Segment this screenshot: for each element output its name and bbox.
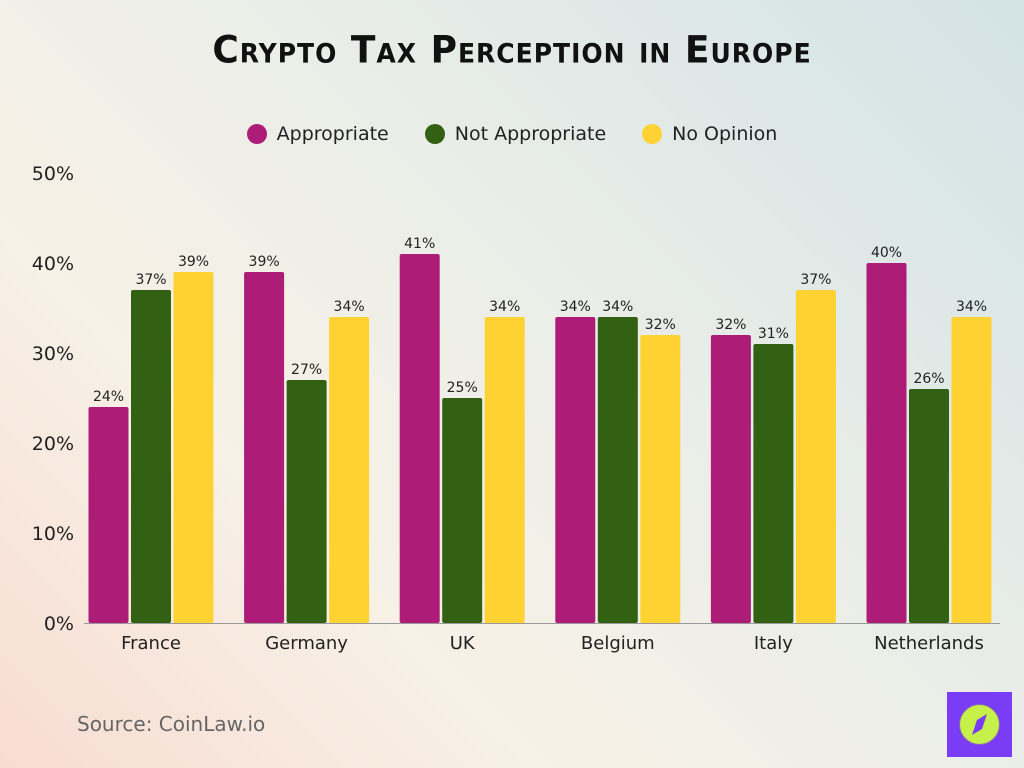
bar	[131, 290, 171, 623]
data-label: 24%	[93, 389, 124, 405]
x-tick-label: Belgium	[581, 633, 655, 654]
bar	[329, 317, 370, 623]
x-tick-label: Netherlands	[874, 633, 984, 654]
data-label: 40%	[871, 245, 902, 261]
bar	[866, 263, 907, 623]
bar	[597, 317, 638, 623]
data-label: 31%	[758, 326, 789, 342]
bar	[555, 317, 596, 623]
data-label: 32%	[715, 317, 746, 333]
data-label: 34%	[489, 299, 520, 315]
legend-label: Not Appropriate	[454, 123, 607, 145]
data-label: 34%	[334, 299, 365, 315]
legend-item-not-appropriate: Not Appropriate	[424, 123, 607, 145]
y-tick-label: 30%	[32, 343, 74, 365]
data-label: 27%	[291, 362, 322, 378]
bar	[88, 407, 129, 623]
data-label: 26%	[913, 371, 944, 387]
compass-icon	[959, 704, 1000, 745]
bar	[399, 254, 440, 623]
source-text: Source: CoinLaw.io	[77, 712, 266, 736]
bar	[951, 317, 992, 623]
data-label: 34%	[560, 299, 591, 315]
legend-label: No Opinion	[672, 123, 778, 145]
bar	[244, 272, 285, 623]
x-tick-label: France	[121, 633, 181, 654]
y-tick-label: 10%	[32, 523, 74, 545]
bar	[640, 335, 681, 623]
bar	[173, 272, 214, 623]
legend-swatch	[642, 124, 663, 144]
bar	[909, 389, 949, 623]
x-tick-label: Italy	[754, 633, 793, 654]
data-label: 32%	[645, 317, 676, 333]
legend-item-appropriate: Appropriate	[246, 123, 389, 145]
x-tick-label: UK	[450, 633, 476, 654]
y-tick-label: 50%	[32, 163, 74, 185]
bar	[795, 290, 836, 623]
bar	[484, 317, 525, 623]
chart-title: Crypto Tax Perception in Europe	[212, 28, 812, 73]
legend: Appropriate Not Appropriate No Opinion	[0, 123, 1024, 145]
y-tick-label: 20%	[32, 433, 74, 455]
data-label: 37%	[135, 272, 166, 288]
data-label: 34%	[602, 299, 633, 315]
bar	[710, 335, 751, 623]
bar	[286, 380, 327, 623]
legend-label: Appropriate	[276, 123, 389, 145]
legend-item-no-opinion: No Opinion	[642, 123, 777, 145]
y-tick-label: 0%	[44, 613, 74, 635]
data-label: 39%	[249, 254, 280, 270]
data-label: 41%	[404, 236, 435, 252]
legend-swatch	[246, 124, 267, 144]
bar	[753, 344, 794, 623]
data-label: 25%	[447, 380, 478, 396]
data-label: 34%	[956, 299, 987, 315]
y-tick-label: 40%	[32, 253, 74, 275]
data-label: 37%	[800, 272, 831, 288]
bar	[442, 398, 483, 623]
x-tick-label: Germany	[265, 633, 348, 654]
logo	[947, 692, 1012, 757]
legend-swatch	[424, 124, 445, 144]
data-label: 39%	[178, 254, 209, 270]
